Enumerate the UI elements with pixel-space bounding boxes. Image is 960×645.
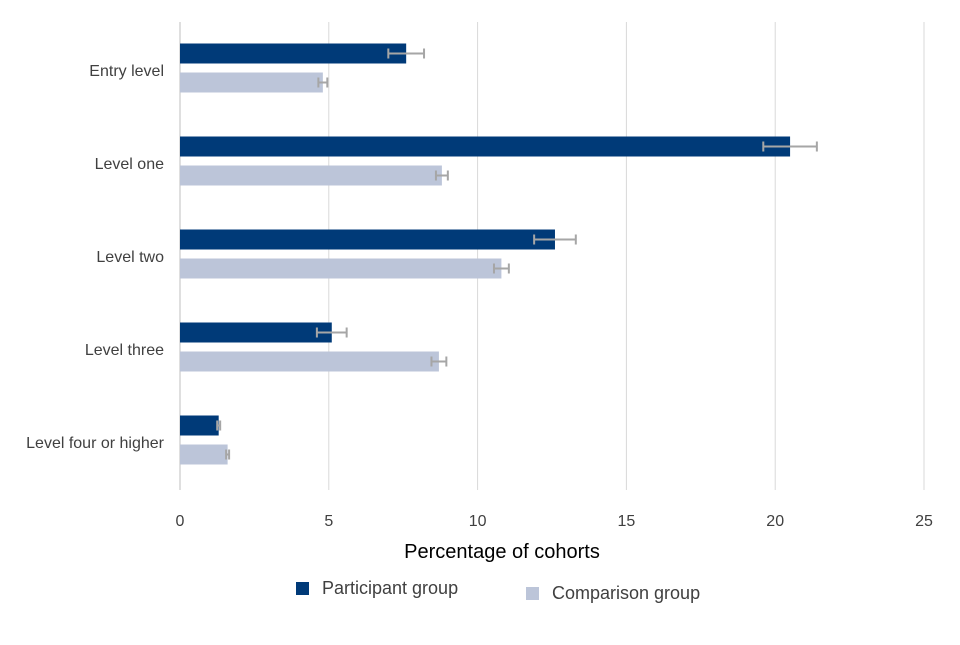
legend-swatch <box>296 582 309 595</box>
gridlines <box>179 22 925 490</box>
legend-item: Comparison group <box>526 583 700 603</box>
error-bar <box>216 420 222 431</box>
participant-bar <box>180 136 791 157</box>
participant-bar <box>180 43 407 64</box>
error-bar <box>434 170 449 181</box>
error-bar <box>430 356 448 367</box>
legend: Participant group Comparison group <box>296 578 700 603</box>
legend-swatch <box>526 587 539 600</box>
category-label: Level two <box>96 249 164 266</box>
bars <box>180 43 791 465</box>
legend-label: Comparison group <box>552 583 700 603</box>
comparison-bar <box>180 72 323 93</box>
category-labels: Entry level Level one Level two Level three… <box>26 63 165 452</box>
x-tick-label: 20 <box>766 513 784 530</box>
error-bar <box>387 48 426 59</box>
x-tick-label: 5 <box>324 513 333 530</box>
comparison-bar <box>180 165 442 186</box>
error-bar <box>533 234 577 245</box>
category-label: Level one <box>95 156 164 173</box>
x-tick-label: 15 <box>618 513 636 530</box>
error-bar <box>762 141 818 152</box>
error-bar <box>492 263 510 274</box>
error-bar <box>315 327 348 338</box>
category-label: Level three <box>85 342 164 359</box>
participant-bar <box>180 415 219 436</box>
participant-bar <box>180 322 332 343</box>
error-bar <box>225 449 231 460</box>
x-tick-label: 0 <box>176 513 185 530</box>
x-tick-label: 25 <box>915 513 933 530</box>
error-bar <box>317 77 329 88</box>
error-bars <box>216 48 818 460</box>
comparison-bar <box>180 444 228 465</box>
legend-label: Participant group <box>322 578 458 598</box>
participant-bar <box>180 229 555 250</box>
x-tick-labels: 0 5 10 15 20 25 <box>176 513 933 530</box>
category-label: Level four or higher <box>26 435 165 452</box>
comparison-bar <box>180 258 502 279</box>
category-label: Entry level <box>89 63 164 80</box>
legend-item: Participant group <box>296 578 458 598</box>
comparison-bar <box>180 351 439 372</box>
x-tick-label: 10 <box>469 513 487 530</box>
x-axis-title: Percentage of cohorts <box>404 541 600 563</box>
